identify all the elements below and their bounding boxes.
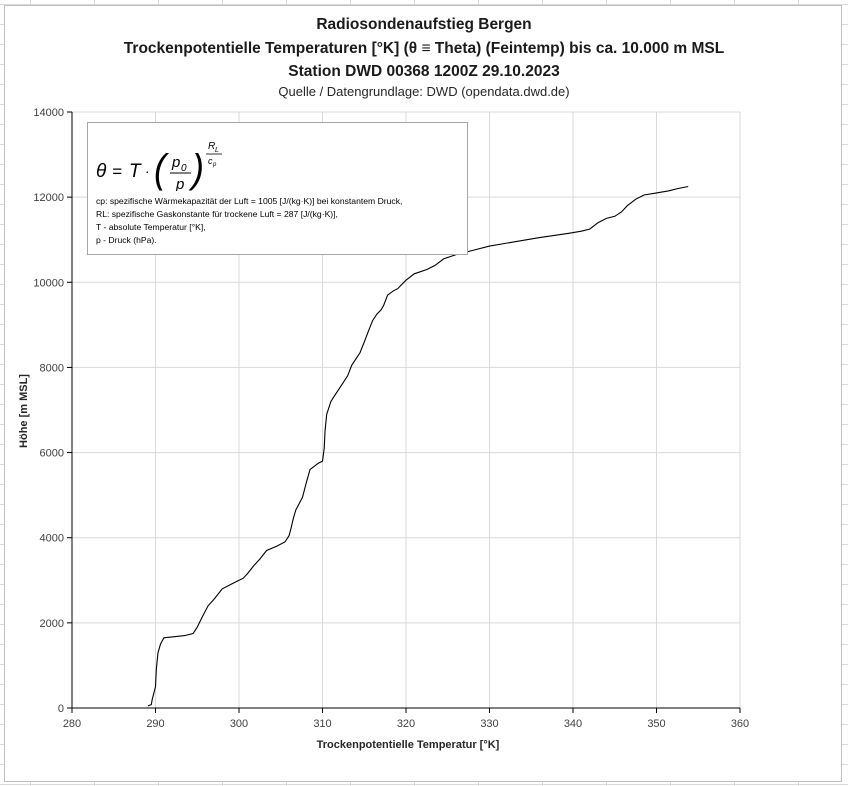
legend-line-rl: RL: spezifische Gaskonstante für trocken…: [96, 209, 338, 219]
svg-text:(: (: [154, 147, 169, 191]
x-axis-label: Trockenpotentielle Temperatur [°K]: [317, 739, 500, 751]
svg-text:p: p: [212, 162, 217, 168]
formula-svg: θ = T · ( p 0 p ) R L c p: [96, 141, 222, 193]
x-tick-label: 320: [397, 718, 415, 730]
y-tick-label: 14000: [33, 107, 64, 119]
svg-text:R: R: [208, 141, 215, 152]
svg-text:c: c: [208, 156, 213, 166]
axes: [67, 111, 741, 713]
svg-text:T: T: [129, 161, 142, 182]
y-tick-label: 2000: [40, 618, 64, 630]
x-tick-label: 290: [146, 718, 164, 730]
y-tick-label: 6000: [40, 448, 64, 460]
x-tick-label: 300: [230, 718, 248, 730]
y-tick-label: 10000: [33, 277, 64, 289]
svg-text:0: 0: [181, 163, 187, 174]
svg-text:): ): [188, 147, 204, 191]
x-tick-label: 330: [480, 718, 498, 730]
svg-text:p: p: [171, 154, 180, 171]
legend-line-t: T - absolute Temperatur [°K],: [96, 222, 206, 232]
series-line-theta: [147, 185, 689, 707]
chart-subtitle: Quelle / Datengrundlage: DWD (opendata.d…: [278, 84, 570, 99]
y-tick-label: 4000: [40, 533, 64, 545]
svg-text:p: p: [175, 176, 184, 191]
svg-text:L: L: [215, 147, 219, 154]
y-tick-label: 8000: [40, 362, 64, 374]
x-tick-label: 280: [63, 718, 81, 730]
potential-temperature-formula: θ = T · ( p 0 p ) R L c p: [96, 133, 296, 193]
svg-text:=: =: [112, 162, 122, 181]
legend-line-p: p - Druck (hPa).: [96, 235, 157, 245]
x-tick-label: 360: [731, 718, 749, 730]
chart-title-line-2: Trockenpotentielle Temperaturen [°K] (θ …: [123, 40, 725, 57]
y-tick-label: 0: [58, 703, 64, 715]
formula-legend-box[interactable]: θ = T · ( p 0 p ) R L c p cp: spezifisch…: [87, 122, 468, 255]
legend-line-cp: cp: spezifische Wärmekapazität der Luft …: [96, 196, 403, 206]
tick-labels: 280 290 300 310 320 330 340 350 360 0 2000 4000 6000…: [33, 107, 749, 730]
x-tick-label: 350: [647, 718, 665, 730]
x-tick-label: 340: [564, 718, 582, 730]
svg-text:·: ·: [145, 163, 150, 179]
y-tick-label: 12000: [33, 192, 64, 204]
chart-title-line-1: Radiosondenaufstieg Bergen: [316, 16, 532, 33]
svg-text:θ: θ: [96, 161, 107, 182]
grid-lines: [71, 111, 741, 709]
x-tick-label: 310: [313, 718, 331, 730]
y-axis-label: Höhe [m MSL]: [18, 374, 30, 448]
chart-title-line-3: Station DWD 00368 1200Z 29.10.2023: [288, 63, 560, 80]
